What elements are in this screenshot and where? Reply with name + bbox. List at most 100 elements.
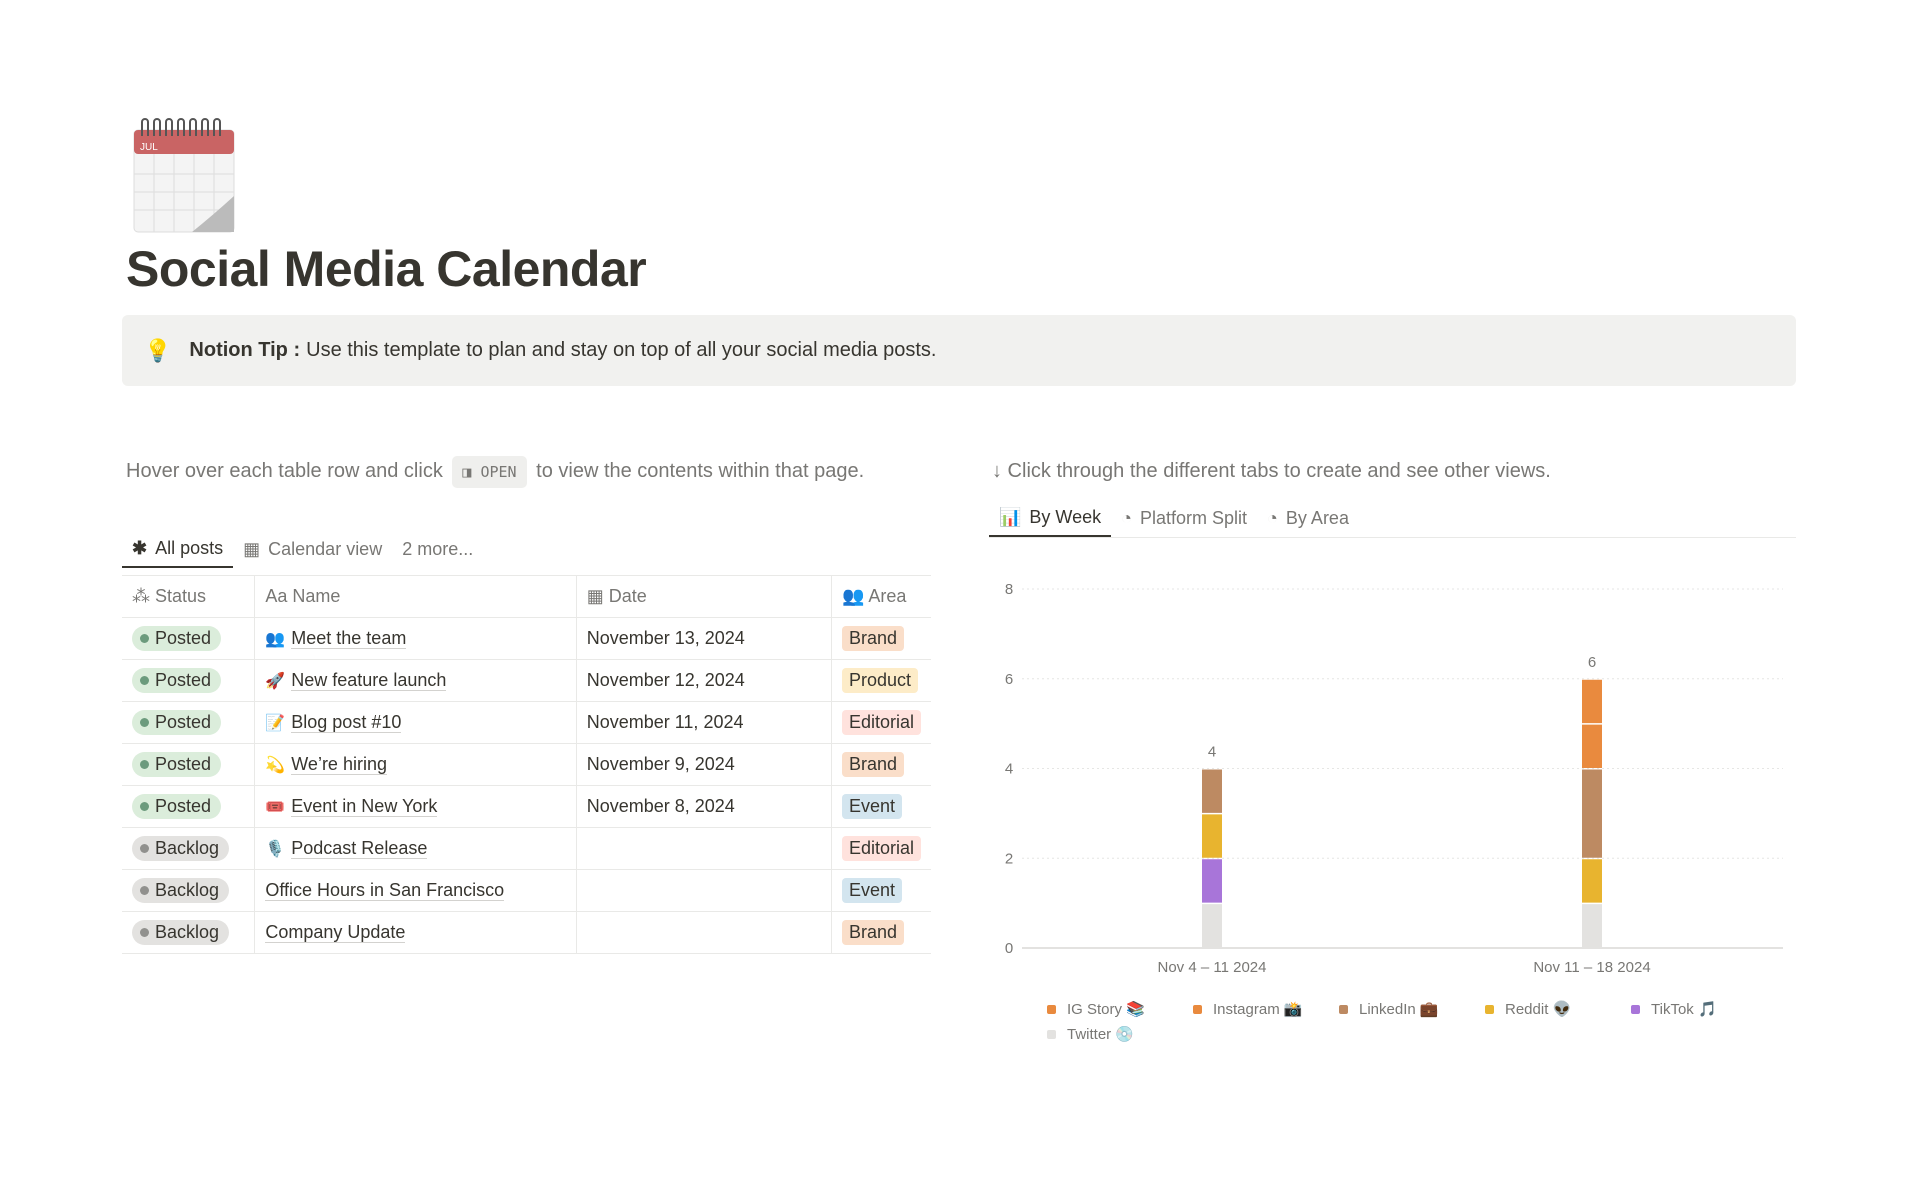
bar-segment[interactable] bbox=[1582, 679, 1602, 724]
date-cell[interactable]: November 13, 2024 bbox=[576, 617, 832, 660]
status-dot-icon bbox=[140, 928, 149, 937]
chart-view-tabs: 📊 By Week ◔ Platform Split ◔ By Area bbox=[989, 499, 1796, 538]
date-cell[interactable]: November 12, 2024 bbox=[576, 659, 832, 702]
date-cell[interactable] bbox=[576, 911, 832, 954]
status-cell[interactable]: Posted bbox=[122, 659, 256, 702]
page-link[interactable]: New feature launch bbox=[291, 670, 447, 691]
table-row[interactable]: Posted 💫 We’re hiring November 9, 2024 Br… bbox=[122, 743, 931, 786]
tab-more-views[interactable]: 2 more... bbox=[392, 530, 483, 568]
status-badge: Posted bbox=[132, 668, 222, 693]
status-cell[interactable]: Backlog bbox=[122, 911, 256, 954]
table-row[interactable]: Posted 📝 Blog post #10 November 11, 2024 … bbox=[122, 701, 931, 744]
status-badge: Backlog bbox=[132, 878, 230, 903]
tab-by-area[interactable]: ◔ By Area bbox=[1257, 499, 1359, 537]
column-date[interactable]: ▦ Date bbox=[576, 575, 832, 618]
tab-calendar-view[interactable]: ▦ Calendar view bbox=[233, 530, 392, 568]
legend-swatch bbox=[1485, 1005, 1494, 1014]
calendar-icon: ▦ bbox=[243, 538, 261, 559]
area-cell[interactable]: Event bbox=[831, 785, 931, 828]
status-badge: Backlog bbox=[132, 836, 230, 861]
page-link[interactable]: Blog post #10 bbox=[291, 712, 402, 733]
page-link[interactable]: We’re hiring bbox=[291, 754, 387, 775]
area-tag: Brand bbox=[841, 752, 905, 777]
name-cell[interactable]: Office Hours in San Francisco bbox=[254, 869, 577, 912]
legend-item[interactable]: TikTok 🎵 bbox=[1651, 1000, 1717, 1018]
date-cell[interactable]: November 9, 2024 bbox=[576, 743, 832, 786]
page-link[interactable]: Podcast Release bbox=[291, 838, 428, 859]
status-cell[interactable]: Posted bbox=[122, 743, 256, 786]
table-row[interactable]: Backlog Company Update Brand bbox=[122, 911, 931, 954]
legend-item[interactable]: Reddit 👽 bbox=[1505, 999, 1571, 1018]
legend-swatch bbox=[1047, 1005, 1056, 1014]
name-cell[interactable]: 🚀 New feature launch bbox=[254, 659, 577, 702]
name-cell[interactable]: 🎟️ Event in New York bbox=[254, 785, 577, 828]
bar-segment[interactable] bbox=[1582, 724, 1602, 768]
date-cell[interactable]: November 8, 2024 bbox=[576, 785, 832, 828]
page-link[interactable]: Meet the team bbox=[291, 628, 407, 649]
table-row[interactable]: Posted 🎟️ Event in New York November 8, 2… bbox=[122, 785, 931, 828]
date-cell[interactable] bbox=[576, 827, 832, 870]
column-status[interactable]: ⁂ Status bbox=[122, 575, 256, 618]
x-tick-label: Nov 4 – 11 2024 bbox=[1158, 959, 1267, 976]
page-emoji-icon: 🎙️ bbox=[265, 841, 286, 858]
status-dot-icon bbox=[140, 886, 149, 895]
legend-item[interactable]: IG Story 📚 bbox=[1067, 1000, 1145, 1018]
area-cell[interactable]: Event bbox=[831, 869, 931, 912]
date-cell[interactable] bbox=[576, 869, 832, 912]
open-panel-icon: ◨ bbox=[462, 463, 481, 481]
name-cell[interactable]: 👥 Meet the team bbox=[254, 617, 577, 660]
bar-segment[interactable] bbox=[1202, 769, 1222, 813]
spiral-calendar-icon[interactable]: JUL bbox=[132, 116, 238, 234]
table-row[interactable]: Posted 🚀 New feature launch November 12, … bbox=[122, 659, 931, 702]
area-cell[interactable]: Editorial bbox=[831, 827, 931, 870]
tab-by-week[interactable]: 📊 By Week bbox=[989, 499, 1112, 537]
name-cell[interactable]: Company Update bbox=[254, 911, 577, 954]
area-cell[interactable]: Brand bbox=[831, 911, 931, 954]
status-cell[interactable]: Posted bbox=[122, 785, 256, 828]
bar-segment[interactable] bbox=[1202, 904, 1222, 948]
table-row[interactable]: Posted 👥 Meet the team November 13, 2024 … bbox=[122, 617, 931, 660]
table-row[interactable]: Backlog Office Hours in San Francisco Ev… bbox=[122, 869, 931, 912]
status-dot-icon bbox=[140, 718, 149, 727]
tip-callout: 💡 Notion Tip : Use this template to plan… bbox=[122, 315, 1796, 386]
status-icon: ⁂ bbox=[132, 586, 156, 606]
status-dot-icon bbox=[140, 802, 149, 811]
status-badge: Posted bbox=[132, 794, 222, 819]
name-cell[interactable]: 💫 We’re hiring bbox=[254, 743, 577, 786]
legend-item[interactable]: Twitter 💿 bbox=[1067, 1025, 1134, 1043]
tab-label: All posts bbox=[155, 537, 224, 558]
page-link[interactable]: Event in New York bbox=[291, 796, 438, 817]
area-tag: Editorial bbox=[841, 710, 921, 735]
tab-all-posts[interactable]: ✱ All posts bbox=[122, 530, 234, 568]
area-cell[interactable]: Brand bbox=[831, 743, 931, 786]
legend-swatch bbox=[1339, 1005, 1348, 1014]
table-row[interactable]: Backlog 🎙️ Podcast Release Editorial bbox=[122, 827, 931, 870]
calendar-icon: ▦ bbox=[586, 586, 609, 606]
bar-segment[interactable] bbox=[1582, 769, 1602, 858]
bar-segment[interactable] bbox=[1202, 859, 1222, 903]
status-cell[interactable]: Posted bbox=[122, 701, 256, 744]
column-area[interactable]: 👥 Area bbox=[831, 575, 931, 618]
area-cell[interactable]: Product bbox=[831, 659, 931, 702]
status-cell[interactable]: Posted bbox=[122, 617, 256, 660]
bar-total-label: 4 bbox=[1208, 744, 1216, 761]
bar-segment[interactable] bbox=[1582, 859, 1602, 903]
name-cell[interactable]: 🎙️ Podcast Release bbox=[254, 827, 577, 870]
tab-platform-split[interactable]: ◔ Platform Split bbox=[1111, 499, 1257, 537]
column-name[interactable]: Aa Name bbox=[254, 575, 577, 618]
bar-segment[interactable] bbox=[1582, 904, 1602, 948]
area-cell[interactable]: Editorial bbox=[831, 701, 931, 744]
name-cell[interactable]: 📝 Blog post #10 bbox=[254, 701, 577, 744]
area-cell[interactable]: Brand bbox=[831, 617, 931, 660]
status-cell[interactable]: Backlog bbox=[122, 869, 256, 912]
page-link[interactable]: Company Update bbox=[265, 922, 406, 943]
date-cell[interactable]: November 11, 2024 bbox=[576, 701, 832, 744]
table-header: ⁂ Status Aa Name ▦ Date 👥 Area bbox=[122, 575, 931, 618]
page-title[interactable]: Social Media Calendar bbox=[126, 241, 647, 297]
legend-item[interactable]: LinkedIn 💼 bbox=[1359, 1001, 1439, 1018]
status-label: Posted bbox=[155, 796, 212, 816]
status-cell[interactable]: Backlog bbox=[122, 827, 256, 870]
bar-segment[interactable] bbox=[1202, 814, 1222, 858]
legend-item[interactable]: Instagram 📸 bbox=[1213, 1001, 1303, 1018]
page-link[interactable]: Office Hours in San Francisco bbox=[265, 880, 505, 901]
